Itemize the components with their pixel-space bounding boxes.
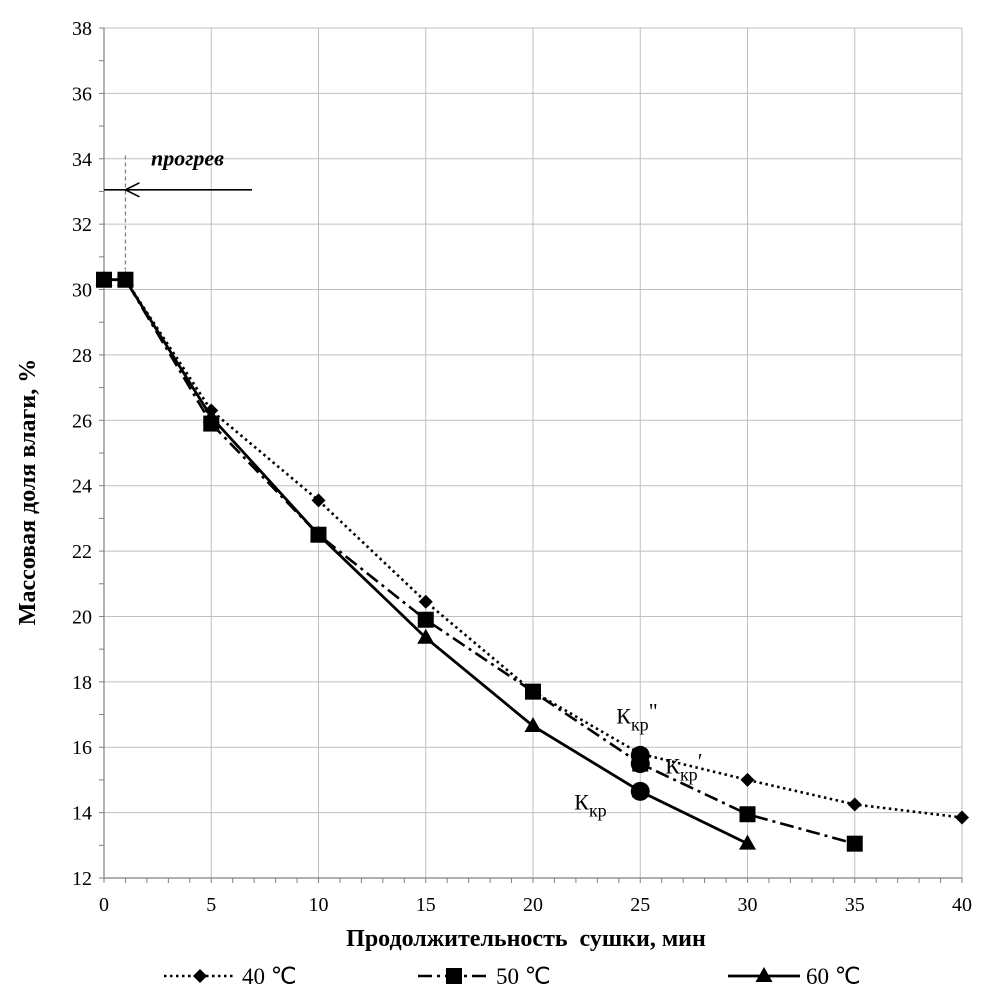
heating-arrowhead [123,182,140,198]
axes [99,27,963,883]
heating-label: прогрев [151,145,224,170]
data-point [846,835,863,852]
y-tick-label: 38 [72,18,92,40]
legend-marker [755,967,773,982]
data-point [525,683,541,700]
legend-item-2: 60 ℃ [728,964,861,989]
data-point [417,611,434,628]
data-point [310,525,327,541]
y-tick-label: 20 [72,606,92,628]
data-point [418,594,433,609]
x-tick-label: 35 [845,894,865,916]
legend: 40 ℃ 50 ℃ 60 ℃ [164,964,861,989]
critical-points: Ккр"Ккр′ Ккр [574,698,702,820]
legend-label: 60 ℃ [806,964,861,989]
legend-label: 50 ℃ [496,964,551,989]
y-tick-label: 24 [72,476,92,498]
data-point [740,772,755,787]
legend-item-1: 50 ℃ [418,964,551,989]
x-tick-label: 0 [99,894,109,916]
critical-point-label: Ккр′ [665,749,702,785]
data-point [116,270,134,286]
y-tick-label: 28 [72,345,92,367]
legend-item-0: 40 ℃ [164,964,297,989]
x-tick-labels: 0 5 10 15 20 25 30 35 40 [99,894,972,916]
x-tick-label: 25 [630,894,650,916]
series-2 [95,270,756,850]
data-point [95,270,113,286]
y-tick-label: 32 [72,214,92,236]
legend-label: 40 ℃ [242,964,297,989]
data-point [524,716,542,732]
critical-point-label: Ккр" [616,698,657,734]
legend-marker [446,968,462,984]
x-tick-label: 40 [952,894,972,916]
y-tick-label: 36 [72,83,92,105]
series-line [104,278,963,819]
series-line [104,278,856,845]
data-point [955,810,969,825]
grid [103,27,963,879]
critical-point-marker [630,754,650,774]
y-tick-labels: 12 14 16 18 20 22 24 26 28 30 32 34 36 38 [72,18,92,890]
y-tick-label: 34 [72,149,92,171]
heating-annotation: прогрев [104,145,252,270]
y-tick-label: 30 [72,280,92,302]
y-axis-title: Массовая доля влаги, % [15,359,41,625]
y-tick-label: 18 [72,672,92,694]
y-tick-label: 14 [72,803,92,825]
data-point [847,797,862,812]
data-point [739,834,756,850]
data-point [202,408,220,424]
data-point [739,806,756,823]
data-point [311,493,326,508]
y-tick-label: 22 [72,541,92,563]
series-line [104,278,749,845]
x-tick-label: 30 [738,894,758,916]
critical-point-marker [630,781,650,801]
x-axis-title: Продолжительность сушки, мин [346,926,706,952]
y-tick-label: 16 [72,737,92,759]
x-tick-label: 15 [416,894,436,916]
series-group [95,270,969,852]
legend-marker [193,969,207,983]
data-point [417,628,435,644]
x-tick-label: 5 [206,894,216,916]
critical-point-label: Ккр [574,789,606,820]
x-tick-label: 20 [523,894,543,916]
y-tick-label: 26 [72,410,92,432]
x-tick-label: 10 [309,894,329,916]
y-tick-label: 12 [72,868,92,890]
